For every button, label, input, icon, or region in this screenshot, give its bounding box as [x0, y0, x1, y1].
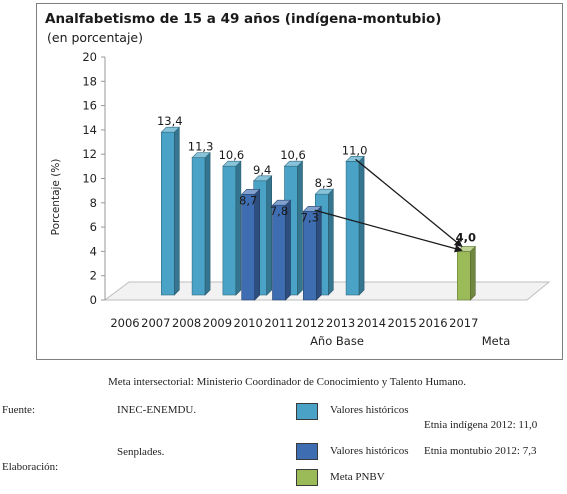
data-label-montubio: 8,7	[239, 193, 257, 207]
data-label-meta: 4,0	[456, 230, 476, 244]
trend-arrow-indigena	[355, 158, 463, 248]
bar-historico-indigena	[191, 151, 211, 296]
data-label-montubio: 7,8	[270, 204, 288, 218]
y-tick-label: 20	[82, 50, 97, 64]
x-tick-label: 2007	[141, 316, 170, 330]
bar-meta	[456, 245, 477, 301]
data-label-indigena: 9,4	[253, 163, 271, 177]
data-label-indigena: 11,3	[188, 140, 214, 154]
x-tick-label: 2009	[203, 316, 232, 330]
legend-label-historico-indigena: Valores históricos	[330, 404, 409, 416]
bar-historico-montubio	[271, 199, 292, 301]
y-tick-label: 18	[82, 74, 97, 88]
x-tick-label: 2010	[234, 316, 263, 330]
x-tick-label: 2006	[110, 316, 139, 330]
bar-chart: Analfabetismo de 15 a 49 años (indígena-…	[45, 11, 551, 348]
trend-arrows	[314, 158, 463, 253]
x-axis: 2006 2007 2008 2009 2010 2011 2012 2013 2014 2015…	[110, 316, 478, 330]
chart-subtitle: (en porcentaje)	[47, 30, 143, 45]
bar-historico-indigena	[345, 155, 365, 296]
y-axis-label: Porcentaje (%)	[50, 159, 62, 236]
y-tick-label: 4	[90, 244, 97, 258]
bar-historico-montubio	[302, 205, 323, 301]
x-tick-label: 2015	[388, 316, 417, 330]
bar-historico-indigena	[160, 126, 181, 296]
x-tick-label: 2008	[172, 316, 201, 330]
trend-arrow-montubio	[314, 209, 463, 253]
x-tick-label: 2013	[326, 316, 355, 330]
fuente-label: Fuente:	[2, 404, 35, 416]
meta-intersectorial-text: Meta intersectorial: Ministerio Coordina…	[108, 376, 466, 388]
y-tick-label: 10	[82, 172, 97, 186]
fuente-value: INEC-ENEMDU.	[117, 404, 197, 416]
y-tick-label: 14	[82, 123, 97, 137]
y-tick-label: 8	[90, 196, 97, 210]
data-labels: 13,4 11,3 10,6 9,4 10,6 8,3 11,0 8,7 7,8 7,3 4,0	[157, 114, 476, 244]
y-tick-label: 2	[90, 269, 97, 283]
data-label-indigena: 8,3	[315, 176, 333, 190]
y-tick-label: 12	[82, 147, 97, 161]
y-tick-label: 6	[90, 220, 97, 234]
bar-historico-montubio	[240, 188, 261, 301]
x-tick-label: 2012	[295, 316, 324, 330]
legend-swatch-meta	[296, 469, 318, 486]
chart-title: Analfabetismo de 15 a 49 años (indígena-…	[45, 11, 441, 27]
legend-note-montubio: Etnia montubio 2012: 7,3	[424, 445, 537, 457]
data-label-indigena: 10,6	[219, 148, 245, 162]
meta-axis-label: Meta	[482, 334, 511, 348]
x-tick-label: 2016	[418, 316, 447, 330]
data-label-indigena: 10,6	[280, 148, 306, 162]
bar-historico-indigena	[222, 160, 242, 296]
y-tick-label: 0	[90, 293, 97, 307]
x-tick-label: 2017	[449, 316, 478, 330]
x-tick-label: 2014	[357, 316, 386, 330]
data-label-indigena: 13,4	[157, 114, 183, 128]
chart-frame: Analfabetismo de 15 a 49 años (indígena-…	[36, 3, 563, 360]
legend-label-historico-montubio: Valores históricos	[330, 445, 409, 457]
elaboracion-value: Senplades.	[117, 446, 165, 458]
y-axis: 0 2 4 6 8 10 12 14 16 18 20	[82, 50, 106, 307]
elaboracion-label: Elaboración:	[2, 461, 59, 473]
y-tick-label: 16	[82, 99, 97, 113]
data-label-montubio: 7,3	[301, 210, 319, 224]
x-axis-label: Año Base	[310, 334, 364, 348]
legend-label-meta: Meta PNBV	[330, 471, 385, 483]
data-label-indigena: 11,0	[342, 143, 368, 157]
legend-swatch-historico-montubio	[296, 443, 318, 460]
legend-note-indigena: Etnia indígena 2012: 11,0	[424, 419, 538, 431]
x-tick-label: 2011	[264, 316, 293, 330]
legend-swatch-historico-indigena	[296, 403, 318, 420]
